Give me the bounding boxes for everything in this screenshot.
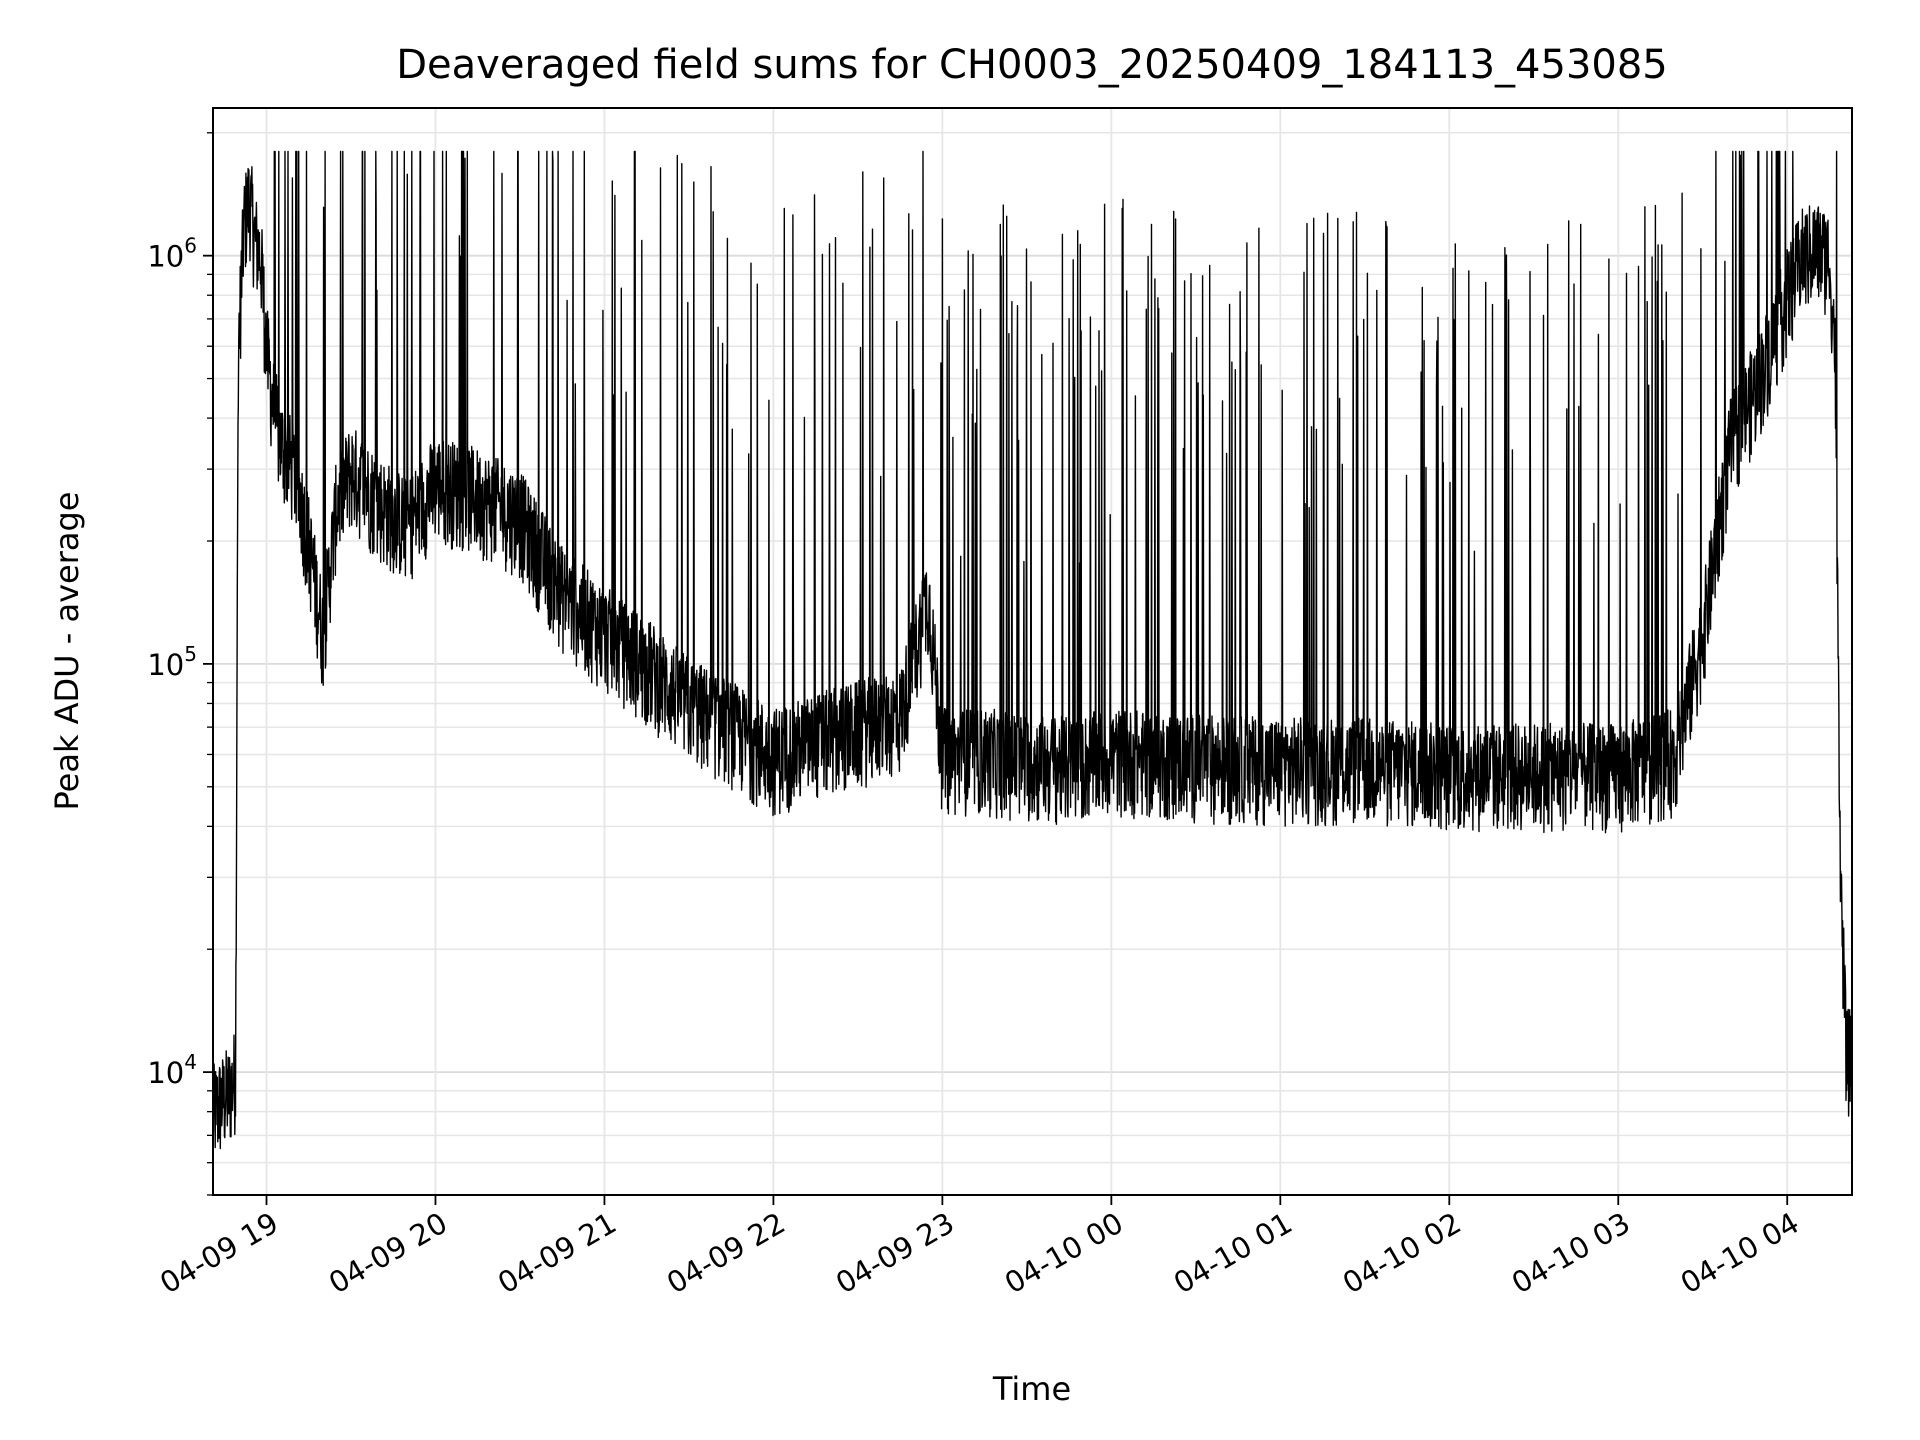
y-axis: 104 105 106 bbox=[147, 132, 213, 1196]
x-axis-label: Time bbox=[992, 1370, 1071, 1408]
y-tick-label: 105 bbox=[147, 642, 197, 682]
y-tick-label: 104 bbox=[147, 1050, 197, 1090]
y-axis-label: Peak ADU - average bbox=[48, 492, 86, 811]
y-tick-label: 106 bbox=[147, 234, 197, 274]
chart-title: Deaveraged field sums for CH0003_2025040… bbox=[396, 42, 1668, 88]
series-line bbox=[213, 150, 1852, 1150]
plot-frame bbox=[212, 107, 1853, 1196]
